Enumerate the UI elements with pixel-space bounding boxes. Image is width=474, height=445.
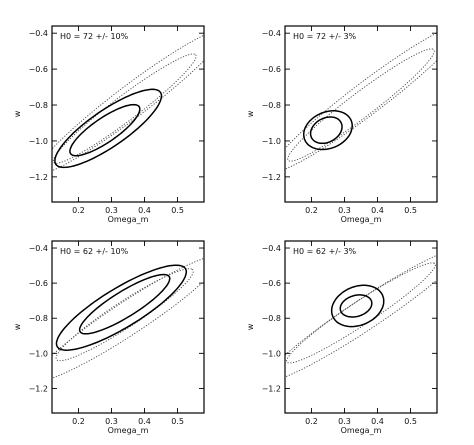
x-tick-label: 0.5 (171, 417, 184, 426)
x-axis-label: Omega_m (341, 426, 382, 435)
y-axis-label: w (13, 110, 22, 117)
plot-frame (284, 240, 438, 414)
y-tick-label: −1.0 (262, 137, 281, 146)
contour-dotted-1 (52, 34, 204, 172)
x-tick-label: 0.4 (138, 206, 151, 215)
contour-dotted-2 (52, 53, 197, 164)
panel-2: 0.2 0.3 0.4 0.5 −1.2 −1.0 −0.8 −0.6 −0.4 Omega_m w… (246, 25, 438, 224)
x-tick-label: 0.3 (105, 417, 118, 426)
x-tick-label: 0.3 (338, 206, 351, 215)
panel-label: H0 = 62 +/- 3% (293, 247, 357, 256)
y-tick-label: −0.6 (262, 279, 281, 288)
y-tick-label: −0.8 (29, 101, 48, 110)
panel-label: H0 = 62 +/- 10% (60, 247, 129, 256)
contour-dotted-1 (285, 32, 437, 170)
contour-group (285, 254, 437, 378)
contour-group (52, 257, 204, 379)
y-tick-label: −0.4 (262, 29, 281, 38)
x-tick-label: 0.2 (72, 417, 85, 426)
y-tick-label: −1.0 (29, 349, 48, 358)
x-tick-label: 0.5 (171, 206, 184, 215)
contour-solid-4 (339, 294, 373, 318)
y-tick-label: −0.6 (29, 279, 48, 288)
contour-group (52, 34, 204, 172)
y-tick-label: −0.4 (29, 29, 48, 38)
contour-dotted-2 (286, 262, 436, 364)
contour-solid-3 (330, 284, 385, 328)
x-tick-label: 0.2 (72, 206, 85, 215)
panel-label: H0 = 72 +/- 10% (60, 32, 129, 41)
x-tick-label: 0.3 (338, 417, 351, 426)
y-tick-label: −1.2 (29, 384, 48, 393)
y-tick-label: −1.0 (29, 137, 48, 146)
panel-1: 0.2 0.3 0.4 0.5 −1.2 −1.0 −0.8 −0.6 −0.4 Omega_m w… (13, 25, 205, 224)
x-tick-label: 0.5 (404, 417, 417, 426)
contour-solid-3 (302, 110, 353, 151)
plot-frame (51, 240, 205, 414)
y-tick-label: −0.8 (29, 314, 48, 323)
y-tick-label: −0.8 (262, 101, 281, 110)
x-tick-label: 0.4 (371, 417, 384, 426)
y-axis-label: w (13, 323, 22, 330)
x-axis-label: Omega_m (108, 426, 149, 435)
y-tick-label: −0.6 (262, 65, 281, 74)
contour-dotted-2 (287, 48, 435, 162)
contour-dotted-2 (55, 268, 194, 362)
panel-label: H0 = 72 +/- 3% (293, 32, 357, 41)
y-tick-label: −0.4 (29, 244, 48, 253)
contour-dotted-1 (52, 257, 204, 379)
y-tick-label: −0.4 (262, 244, 281, 253)
x-axis-label: Omega_m (341, 215, 382, 224)
x-tick-label: 0.5 (404, 206, 417, 215)
x-tick-label: 0.2 (305, 206, 318, 215)
x-tick-label: 0.4 (138, 417, 151, 426)
panel-3: 0.2 0.3 0.4 0.5 −1.2 −1.0 −0.8 −0.6 −0.4 Omega_m w… (13, 240, 205, 435)
plot-frame (51, 25, 205, 203)
panel-4: 0.2 0.3 0.4 0.5 −1.2 −1.0 −0.8 −0.6 −0.4 Omega_m w… (246, 240, 438, 435)
contour-solid-4 (78, 273, 171, 335)
y-tick-label: −1.2 (29, 173, 48, 182)
y-tick-label: −0.8 (262, 314, 281, 323)
contour-group (285, 32, 437, 170)
y-tick-label: −1.2 (262, 384, 281, 393)
y-axis-label: w (246, 323, 255, 330)
x-tick-label: 0.4 (371, 206, 384, 215)
y-axis-label: w (246, 110, 255, 117)
x-tick-label: 0.3 (105, 206, 118, 215)
x-axis-label: Omega_m (108, 215, 149, 224)
contour-solid-3 (54, 88, 163, 169)
plot-frame (284, 25, 438, 203)
y-tick-label: −1.2 (262, 173, 281, 182)
y-tick-label: −1.0 (262, 349, 281, 358)
contour-solid-4 (309, 116, 343, 145)
contour-solid-3 (55, 264, 188, 351)
y-tick-label: −0.6 (29, 65, 48, 74)
contour-solid-4 (69, 103, 141, 157)
x-tick-label: 0.2 (305, 417, 318, 426)
